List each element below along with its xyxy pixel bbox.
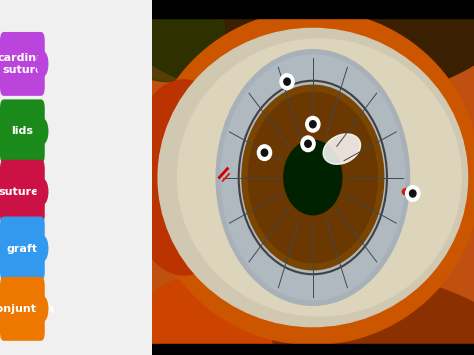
- Circle shape: [37, 119, 48, 144]
- Circle shape: [301, 136, 315, 152]
- Ellipse shape: [158, 28, 467, 327]
- FancyBboxPatch shape: [0, 217, 45, 280]
- Circle shape: [257, 145, 272, 160]
- Circle shape: [280, 74, 294, 89]
- Circle shape: [406, 186, 420, 201]
- Bar: [152, 344, 474, 355]
- Circle shape: [37, 51, 48, 76]
- Text: sutures: sutures: [0, 187, 46, 197]
- Ellipse shape: [284, 140, 342, 215]
- Circle shape: [310, 121, 316, 128]
- Text: cardinal
suture: cardinal suture: [0, 53, 47, 75]
- Text: conjuntiva: conjuntiva: [0, 304, 55, 314]
- Ellipse shape: [248, 92, 377, 263]
- Circle shape: [37, 179, 48, 204]
- Ellipse shape: [145, 11, 474, 344]
- Circle shape: [410, 190, 416, 197]
- Ellipse shape: [216, 50, 410, 305]
- Ellipse shape: [306, 133, 397, 222]
- Ellipse shape: [221, 55, 405, 300]
- Ellipse shape: [323, 134, 361, 164]
- Ellipse shape: [242, 85, 384, 270]
- Circle shape: [305, 140, 311, 147]
- Circle shape: [37, 296, 48, 321]
- Ellipse shape: [128, 275, 273, 355]
- Circle shape: [37, 236, 48, 261]
- Ellipse shape: [177, 39, 461, 316]
- Circle shape: [306, 116, 320, 132]
- Ellipse shape: [87, 0, 474, 105]
- Ellipse shape: [87, 268, 474, 355]
- Circle shape: [284, 78, 290, 85]
- Text: lids: lids: [11, 126, 33, 136]
- Ellipse shape: [128, 80, 240, 275]
- Ellipse shape: [402, 189, 410, 195]
- Bar: [152, 0, 474, 18]
- Ellipse shape: [111, 0, 224, 82]
- FancyBboxPatch shape: [0, 32, 45, 96]
- FancyBboxPatch shape: [0, 160, 45, 224]
- FancyBboxPatch shape: [0, 99, 45, 163]
- Text: graft: graft: [7, 244, 38, 253]
- Circle shape: [261, 149, 268, 156]
- FancyBboxPatch shape: [0, 277, 45, 341]
